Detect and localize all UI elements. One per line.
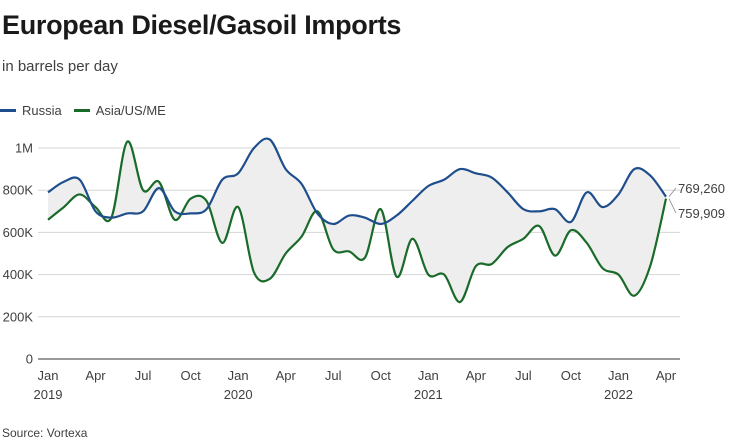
x-tick-label: Apr [656,368,677,383]
y-tick-label: 0 [26,352,33,367]
x-tick-label: Apr [466,368,487,383]
x-tick-label: Jul [135,368,152,383]
chart-subtitle: in barrels per day [2,58,118,75]
line-layer [47,137,668,304]
x-tick-year-label: 2021 [414,387,443,402]
chart-title: European Diesel/Gasoil Imports [2,10,402,40]
x-tick-label: Oct [371,368,392,383]
x-tick-year-label: 2019 [34,387,63,402]
y-tick-label: 800K [3,183,34,198]
area-between-series [48,138,666,303]
end-value-label-russia: 769,260 [678,181,725,196]
fill-layer [48,138,666,303]
x-tick-label: Jan [228,368,249,383]
legend-swatch-asia [73,109,90,112]
end-value-label-asia: 759,909 [678,206,725,221]
y-tick-label: 400K [3,267,34,282]
x-tick-label: Oct [561,368,582,383]
x-tick-year-label: 2020 [224,387,253,402]
x-tick-label: Jul [325,368,342,383]
y-tick-label: 1M [15,141,33,156]
x-tick-year-label: 2022 [604,387,633,402]
x-tick-label: Jul [515,368,532,383]
series-line-russia [47,137,667,226]
x-tick-label: Jan [608,368,629,383]
legend-item-asia: Asia/US/ME [73,103,166,118]
end-label-leader-asia [668,198,677,214]
legend-label-asia: Asia/US/ME [95,103,166,118]
x-tick-label: Apr [85,368,106,383]
x-tick-label: Jan [418,368,439,383]
x-tick-label: Apr [276,368,297,383]
legend-label-russia: Russia [22,103,62,118]
y-tick-label: 200K [3,309,34,324]
source-note: Source: Vortexa [2,426,88,440]
legend-swatch-russia [0,109,16,112]
x-tick-label: Jan [38,368,59,383]
legend: Russia Asia/US/ME [0,103,178,118]
label-layer: 0 200K 400K 600K 800K 1M Jan 2019 Apr Jul Oct Jan 20… [3,141,725,403]
end-label-leader-russia [668,187,677,197]
x-tick-label: Oct [180,368,201,383]
y-tick-label: 600K [3,225,34,240]
legend-item-russia: Russia [0,103,62,118]
series-line-asia-us-me [47,140,668,304]
